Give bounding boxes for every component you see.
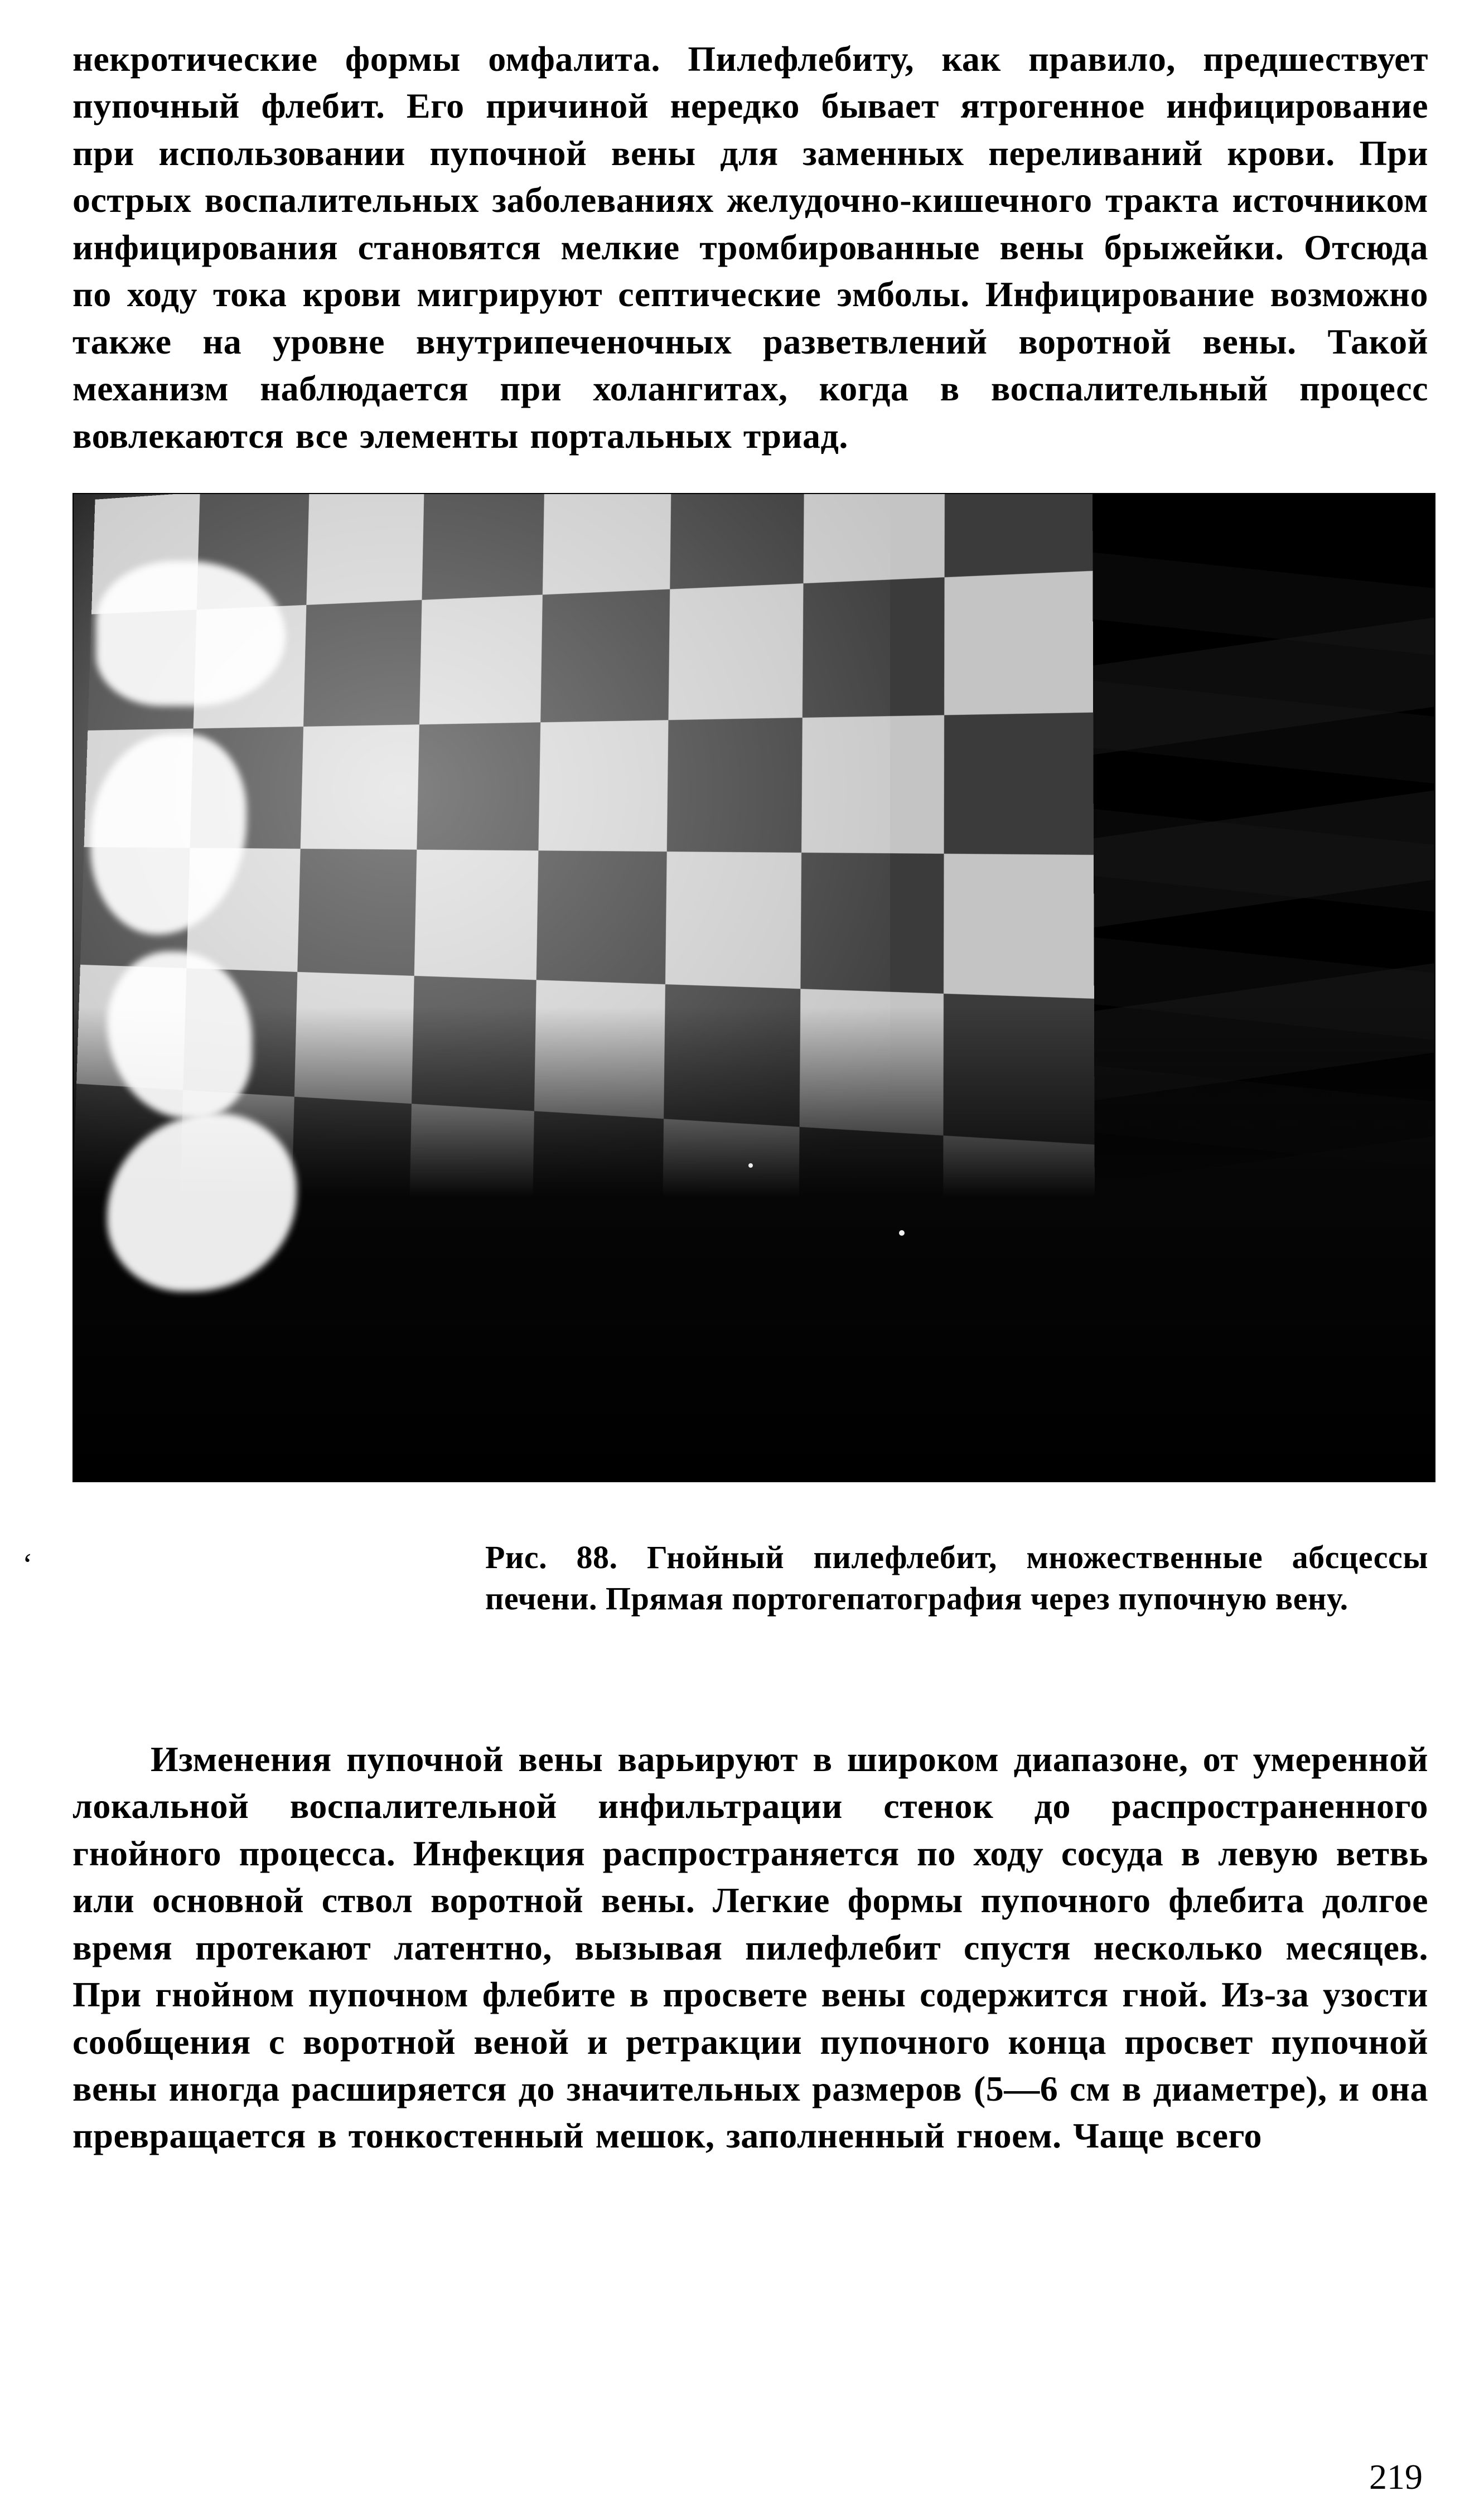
top-paragraph: некротические формы омфалита. Пилефлебит… <box>72 36 1428 459</box>
figure-label: Рис. 88. <box>485 1539 618 1575</box>
figure-caption-row: Рис. 88. Гнойный пилефлебит, множественн… <box>72 1505 1428 1652</box>
figure-88-image <box>72 493 1435 1482</box>
bottom-paragraph: Изменения пупочной вены варьируют в широ… <box>72 1736 1428 2160</box>
page-number: 219 <box>1369 2456 1423 2498</box>
figure-caption-text: Гнойный пилефлебит, множественные абсцес… <box>485 1539 1428 1617</box>
figure-88-caption: Рис. 88. Гнойный пилефлебит, множественн… <box>485 1537 1428 1619</box>
figure-88-block: ‘ Рис. 88. Гнойный пилефлебит, множестве… <box>72 493 1428 1652</box>
figure-footmark: ‘ <box>22 1547 33 1583</box>
page: некротические формы омфалита. Пилефлебит… <box>0 36 1484 2520</box>
